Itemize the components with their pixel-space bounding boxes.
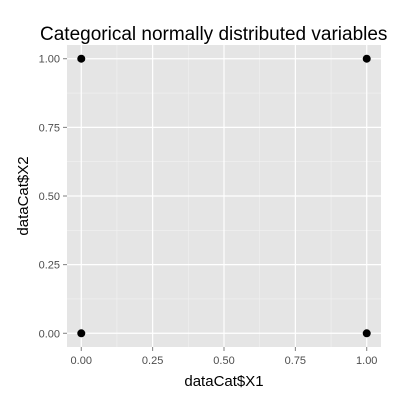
axis-ticks: 0.00 0.25 0.50 0.75 1.00 0.00 0.25 0.50 0.75 1.00 [39,54,378,367]
x-tick-label: 0.50 [213,355,234,367]
y-tick-label: 0.50 [39,191,60,203]
data-point [362,329,371,338]
y-tick-label: 0.25 [39,260,60,272]
chart-title: Categorical normally distributed variabl… [40,24,387,45]
y-tick-label: 0.00 [39,328,60,340]
x-tick-label: 0.00 [71,355,92,367]
data-point [77,54,86,63]
data-points [77,54,371,338]
y-axis-label: dataCat$X2 [15,156,32,235]
x-tick-label: 1.00 [356,355,377,367]
y-tick-label: 0.75 [39,122,60,134]
x-tick-label: 0.25 [142,355,163,367]
major-grid [67,45,381,347]
data-point [362,54,371,63]
y-tick-label: 1.00 [39,54,60,66]
data-point [77,329,86,338]
x-tick-label: 0.75 [285,355,306,367]
x-axis-label: dataCat$X1 [184,373,263,390]
